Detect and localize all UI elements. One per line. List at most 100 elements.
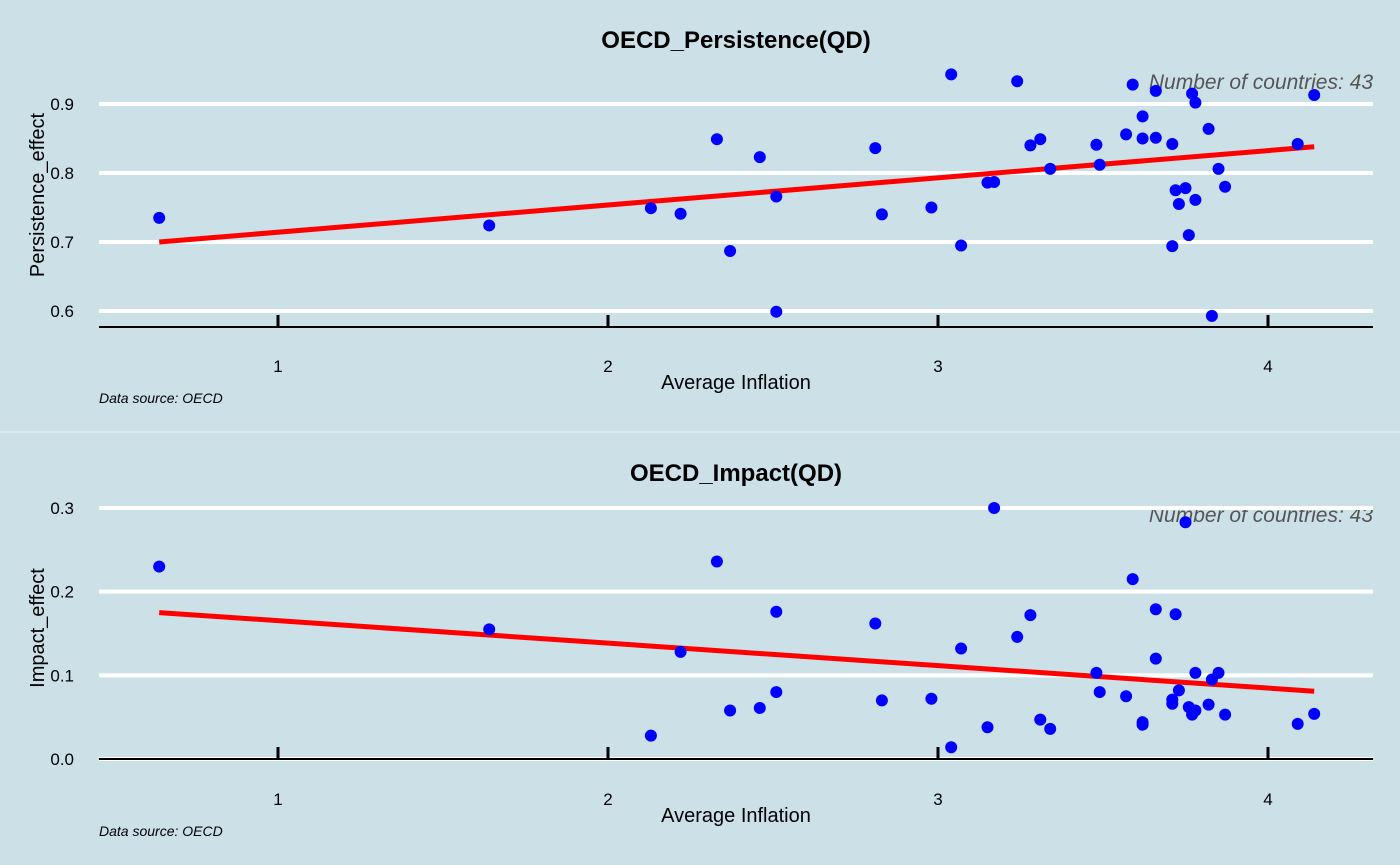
data-point (483, 219, 496, 232)
data-point (1149, 84, 1162, 97)
data-point (724, 704, 737, 717)
data-point (1169, 608, 1182, 621)
data-point (869, 142, 882, 155)
data-point (753, 151, 766, 164)
data-point (925, 201, 938, 214)
data-point (153, 560, 166, 573)
y-tick-label: 0.1 (50, 666, 74, 685)
data-point (875, 208, 888, 221)
data-point (1044, 162, 1057, 175)
data-point (1149, 131, 1162, 144)
country-count-annotation: Number of countries: 43 (1149, 71, 1373, 94)
data-source-caption: Data source: OECD (99, 390, 223, 406)
data-point (1291, 138, 1304, 151)
data-point (1166, 693, 1179, 706)
y-tick-label: 0.6 (50, 302, 74, 321)
data-point (153, 211, 166, 224)
x-tick-label: 4 (1263, 357, 1272, 376)
data-point (1034, 713, 1047, 726)
data-point (674, 645, 687, 658)
data-point (1011, 75, 1024, 88)
data-point (1179, 516, 1192, 529)
y-tick-label: 0.2 (50, 583, 74, 602)
data-point (644, 729, 657, 742)
data-point (1126, 78, 1139, 91)
data-point (1136, 110, 1149, 123)
trend-line (159, 610, 1315, 694)
data-point (1169, 184, 1182, 197)
data-point (1136, 718, 1149, 731)
chart-title: OECD_Persistence(QD) (601, 27, 870, 54)
data-point (1308, 707, 1321, 720)
data-point (1090, 138, 1103, 151)
x-axis-label: Average Inflation (661, 805, 811, 827)
impact-panel: OECD_Impact(QD) Number of countries: 43 … (27, 460, 1373, 839)
trend-line (158, 144, 1315, 245)
persistence-panel: OECD_Persistence(QD) Number of countries… (27, 27, 1373, 406)
data-point (674, 207, 687, 220)
data-point (945, 68, 958, 81)
x-tick-label: 2 (603, 790, 612, 809)
data-point (770, 605, 783, 618)
x-tick-label: 3 (933, 790, 942, 809)
data-point (1219, 180, 1232, 193)
data-point (1120, 128, 1133, 141)
data-point (1149, 652, 1162, 665)
data-point (988, 502, 1001, 514)
x-tick-label: 1 (273, 357, 282, 376)
data-point (710, 133, 723, 146)
data-marks (153, 68, 1321, 322)
data-point (724, 244, 737, 257)
data-point (1149, 603, 1162, 616)
data-point (1093, 686, 1106, 699)
y-axis-label: Persistence_effect (27, 112, 49, 277)
data-point (770, 190, 783, 203)
y-tick-label: 0.3 (50, 499, 74, 518)
x-tick-label: 2 (603, 357, 612, 376)
axes: 0.0 0.1 0.2 0.3 1 2 3 4 (50, 499, 1373, 809)
x-tick-label: 1 (273, 790, 282, 809)
data-point (1179, 182, 1192, 195)
data-point (1166, 240, 1179, 253)
data-point (483, 623, 496, 636)
data-point (1308, 89, 1321, 102)
data-point (981, 721, 994, 734)
data-point (1205, 309, 1218, 322)
data-point (1024, 139, 1037, 152)
x-tick-label: 4 (1263, 790, 1272, 809)
data-point (770, 305, 783, 318)
data-point (1136, 132, 1149, 145)
data-point (1024, 609, 1037, 622)
data-point (955, 239, 968, 252)
data-point (1182, 229, 1195, 242)
data-point (1189, 193, 1202, 206)
data-point (1219, 708, 1232, 721)
data-point (955, 642, 968, 655)
data-point (925, 692, 938, 705)
y-tick-label: 0.0 (50, 750, 74, 769)
data-point (1090, 666, 1103, 679)
data-point (753, 701, 766, 714)
data-point (770, 686, 783, 699)
data-point (1212, 162, 1225, 175)
data-marks (153, 502, 1321, 754)
chart-title: OECD_Impact(QD) (630, 460, 842, 487)
y-axis-label: Impact_effect (27, 568, 49, 688)
gridlines (99, 102, 1373, 313)
data-point (1172, 684, 1185, 697)
data-point (1166, 138, 1179, 151)
data-point (1011, 630, 1024, 643)
data-point (1172, 198, 1185, 211)
data-point (988, 175, 1001, 188)
data-point (1093, 158, 1106, 171)
data-point (1212, 666, 1225, 679)
data-point (945, 741, 958, 754)
data-point (1044, 722, 1057, 735)
y-tick-label: 0.7 (50, 233, 74, 252)
data-point (644, 202, 657, 215)
axes: 0.6 0.7 0.8 0.9 1 2 3 4 (50, 95, 1373, 376)
data-point (1189, 96, 1202, 109)
x-tick-label: 3 (933, 357, 942, 376)
data-point (1120, 690, 1133, 703)
data-point (1202, 698, 1215, 711)
